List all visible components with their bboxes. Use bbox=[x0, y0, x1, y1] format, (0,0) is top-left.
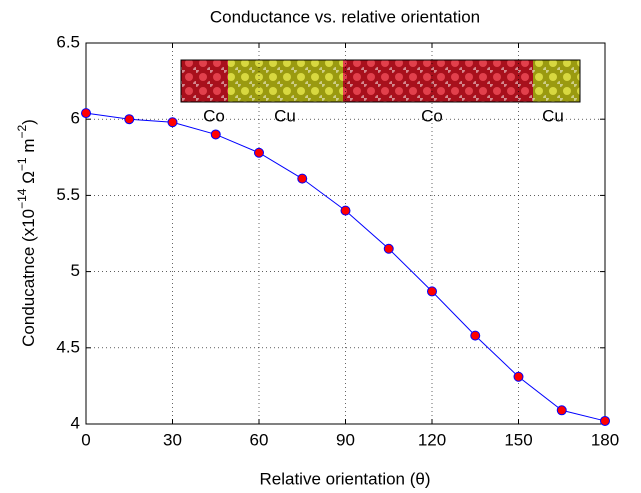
x-tick-label: 180 bbox=[591, 430, 619, 449]
y-axis-label-part: −14 bbox=[15, 188, 29, 209]
x-axis-label: Relative orientation (θ) bbox=[259, 469, 430, 488]
annotation: Cu bbox=[542, 106, 564, 125]
x-tick-label: 120 bbox=[418, 430, 446, 449]
data-point bbox=[556, 405, 567, 416]
annotation: Co bbox=[203, 106, 225, 125]
y-axis-label-part: −1 bbox=[15, 157, 29, 171]
data-point bbox=[297, 173, 308, 184]
y-tick-label: 4.5 bbox=[56, 337, 80, 356]
data-point bbox=[340, 205, 351, 216]
x-tick-label: 0 bbox=[81, 430, 90, 449]
data-point bbox=[600, 415, 610, 426]
x-tick-label: 30 bbox=[163, 430, 182, 449]
y-tick-label: 4 bbox=[71, 413, 80, 432]
y-axis-label-part: Ω bbox=[19, 171, 38, 188]
data-point bbox=[254, 147, 264, 158]
data-point bbox=[513, 371, 524, 382]
annotation: Cu bbox=[274, 106, 296, 125]
y-axis-label-part: Conducatnce (x10 bbox=[19, 209, 38, 347]
data-point bbox=[167, 117, 178, 128]
y-tick-label: 5.5 bbox=[56, 185, 80, 204]
inset-structure bbox=[180, 59, 581, 103]
data-point bbox=[81, 108, 91, 119]
y-axis-label-part: −2 bbox=[15, 124, 29, 138]
y-tick-label: 6.5 bbox=[56, 32, 80, 51]
y-axis-label-part: ) bbox=[19, 119, 38, 125]
y-tick-label: 5 bbox=[71, 261, 80, 280]
x-tick-label: 60 bbox=[250, 430, 269, 449]
data-point bbox=[470, 330, 481, 341]
chart-title: Conductance vs. relative orientation bbox=[210, 7, 480, 26]
data-point bbox=[210, 129, 221, 140]
y-axis-label-part: m bbox=[19, 139, 38, 158]
data-point bbox=[427, 286, 437, 297]
y-axis-label: Conducatnce (x10−14 Ω−1 m−2) bbox=[15, 119, 38, 347]
data-point bbox=[124, 114, 135, 125]
x-tick-label: 150 bbox=[504, 430, 532, 449]
data-point bbox=[383, 243, 394, 254]
y-tick-label: 6 bbox=[71, 109, 80, 128]
x-tick-label: 90 bbox=[336, 430, 355, 449]
